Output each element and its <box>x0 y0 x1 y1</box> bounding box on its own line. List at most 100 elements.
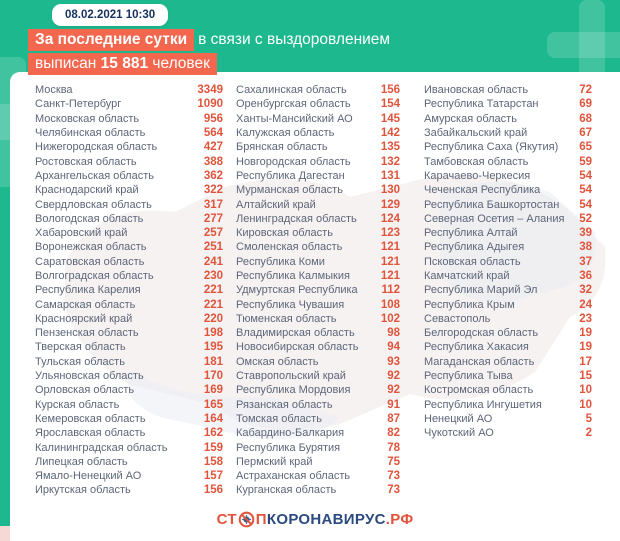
region-name: Курская область <box>35 398 120 411</box>
region-row: Республика Коми 121 <box>236 255 400 269</box>
russia-map-watermark <box>65 175 606 440</box>
region-value: 32 <box>579 284 592 297</box>
region-row: Республика Калмыкия 121 <box>236 269 400 283</box>
region-row: Ханты-Мансийский АО 145 <box>236 112 400 126</box>
region-name: Калужская область <box>236 127 335 140</box>
region-row: Мурманская область 130 <box>236 183 400 197</box>
region-value: 121 <box>380 270 400 282</box>
region-name: Нижегородская область <box>35 141 158 154</box>
region-row: Республика Дагестан 131 <box>236 169 400 183</box>
region-row: Свердловская область 317 <box>35 197 223 211</box>
region-value: 220 <box>203 312 223 325</box>
region-value: 1090 <box>197 98 223 111</box>
timestamp-pill: 08.02.2021 10:30 <box>52 4 169 26</box>
region-row: Воронежская область 251 <box>35 240 223 254</box>
region-name: Забайкальский край <box>424 127 528 140</box>
region-row: Оренбургская область 154 <box>236 97 400 111</box>
region-row: Калужская область 142 <box>236 126 400 140</box>
region-row: Пензенская область 198 <box>35 326 223 340</box>
region-value: 181 <box>203 355 223 368</box>
region-value: 169 <box>203 384 223 397</box>
region-name: Хабаровский край <box>35 227 128 240</box>
region-value: 322 <box>203 184 223 197</box>
region-row: Республика Марий Эл 32 <box>424 283 592 297</box>
region-name: Кабардино-Балкария <box>236 427 345 440</box>
region-value: 145 <box>380 112 400 125</box>
region-value: 91 <box>387 398 400 411</box>
region-row: Курская область 165 <box>35 398 223 412</box>
data-panel: Москва 3349 Санкт-Петербург 1090 Московская … <box>10 72 620 541</box>
region-row: Калининградская область 159 <box>35 440 223 454</box>
region-name: Томская область <box>236 412 322 425</box>
region-value: 142 <box>380 127 400 140</box>
region-row: Тульская область 181 <box>35 355 223 369</box>
region-row: Ямало-Ненецкий АО 157 <box>35 469 223 483</box>
region-name: Москва <box>35 84 73 97</box>
region-row: Карачаево-Черкесия 54 <box>424 169 592 183</box>
region-name: Ленинградская область <box>236 212 357 225</box>
region-row: Москва 3349 <box>35 83 223 97</box>
region-row: Пермский край 75 <box>236 455 400 469</box>
region-value: 17 <box>579 355 592 368</box>
region-name: Курганская область <box>236 484 337 497</box>
region-row: Владимирская область 98 <box>236 326 400 340</box>
region-row: Магаданская область 17 <box>424 355 592 369</box>
region-row: Московская область 956 <box>35 112 223 126</box>
region-row: Севастополь 23 <box>424 312 592 326</box>
region-value: 59 <box>579 155 592 168</box>
region-name: Московская область <box>35 112 140 125</box>
region-row: Кабардино-Балкария 82 <box>236 426 400 440</box>
region-name: Республика Саха (Якутия) <box>424 141 559 154</box>
region-name: Северная Осетия – Алания <box>424 212 565 225</box>
region-row: Ставропольский край 92 <box>236 369 400 383</box>
region-value: 157 <box>203 470 223 483</box>
region-value: 162 <box>203 427 223 440</box>
region-name: Пермский край <box>236 455 313 468</box>
region-name: Республика Адыгея <box>424 241 525 254</box>
region-value: 65 <box>579 141 592 154</box>
region-row: Республика Ингушетия 10 <box>424 398 592 412</box>
region-value: 195 <box>203 341 223 354</box>
region-row: Республика Мордовия 92 <box>236 383 400 397</box>
region-row: Забайкальский край 67 <box>424 126 592 140</box>
region-name: Липецкая область <box>35 455 128 468</box>
region-row: Ульяновская область 170 <box>35 369 223 383</box>
region-name: Республика Алтай <box>424 227 518 240</box>
region-row: Республика Карелия 221 <box>35 283 223 297</box>
region-value: 39 <box>579 227 592 240</box>
region-value: 156 <box>203 484 223 497</box>
region-name: Республика Татарстан <box>424 98 539 111</box>
region-name: Республика Калмыкия <box>236 270 350 282</box>
no-virus-icon <box>238 511 255 528</box>
region-value: 69 <box>579 98 592 111</box>
region-name: Оренбургская область <box>236 98 351 111</box>
region-row: Камчатский край 36 <box>424 269 592 283</box>
region-name: Удмуртская Республика <box>236 284 358 297</box>
region-value: 198 <box>203 327 223 340</box>
region-row: Удмуртская Республика 112 <box>236 283 400 297</box>
region-value: 130 <box>380 184 400 197</box>
region-name: Рязанская область <box>236 398 333 411</box>
region-name: Челябинская область <box>35 127 146 140</box>
logo-text-st: СТ <box>216 511 237 528</box>
region-row: Липецкая область 158 <box>35 455 223 469</box>
region-row: Чукотский АО 2 <box>424 426 592 440</box>
region-value: 108 <box>380 298 400 311</box>
region-name: Брянская область <box>236 141 328 154</box>
region-row: Смоленская область 121 <box>236 240 400 254</box>
region-name: Республика Мордовия <box>236 384 351 397</box>
region-value: 221 <box>203 298 223 311</box>
region-row: Санкт-Петербург 1090 <box>35 97 223 111</box>
region-name: Белгородская область <box>424 327 539 340</box>
headline: За последние сутки в связи с выздоровлени… <box>28 29 390 77</box>
headline-line-2: выписан 15 881 человек <box>28 53 390 75</box>
region-value: 956 <box>203 112 223 125</box>
region-row: Омская область 93 <box>236 355 400 369</box>
region-value: 129 <box>380 198 400 211</box>
region-name: Самарская область <box>35 298 136 311</box>
region-name: Республика Крым <box>424 298 515 311</box>
region-row: Ненецкий АО 5 <box>424 412 592 426</box>
region-name: Республика Марий Эл <box>424 284 538 297</box>
region-row: Ивановская область 72 <box>424 83 592 97</box>
region-name: Тульская область <box>35 355 125 368</box>
